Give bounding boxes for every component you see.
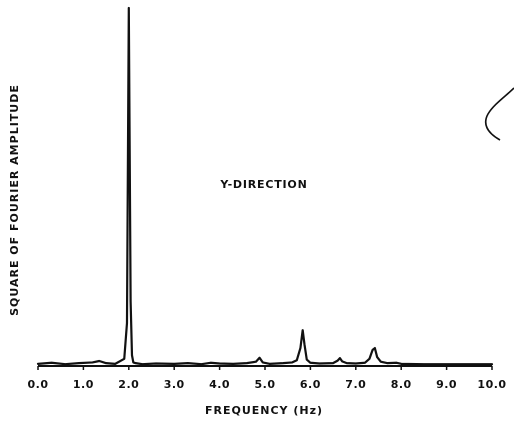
x-tick-label: 8.0 — [391, 378, 412, 391]
annotation-y-direction: Y-DIRECTION — [219, 178, 307, 191]
x-tick-label: 6.0 — [300, 378, 321, 391]
x-tick-label: 1.0 — [73, 378, 94, 391]
x-axis-ticks: 0.0 1.0 2.0 3.0 4.0 5.0 6.0 7.0 8.0 9.0 10.0 — [28, 366, 506, 391]
x-tick-label: 4.0 — [209, 378, 230, 391]
margin-squiggle-mark — [484, 87, 514, 141]
x-tick-label: 2.0 — [118, 378, 139, 391]
x-tick-label: 0.0 — [28, 378, 49, 391]
x-tick-label: 9.0 — [436, 378, 457, 391]
x-tick-label: 3.0 — [164, 378, 185, 391]
x-axis-title: FREQUENCY (Hz) — [205, 404, 323, 417]
x-tick-label: 7.0 — [345, 378, 366, 391]
x-tick-label: 10.0 — [477, 378, 506, 391]
x-tick-label: 5.0 — [255, 378, 276, 391]
y-axis-title: SQUARE OF FOURIER AMPLITUDE — [8, 84, 21, 316]
spectrum-series-line — [36, 6, 494, 366]
